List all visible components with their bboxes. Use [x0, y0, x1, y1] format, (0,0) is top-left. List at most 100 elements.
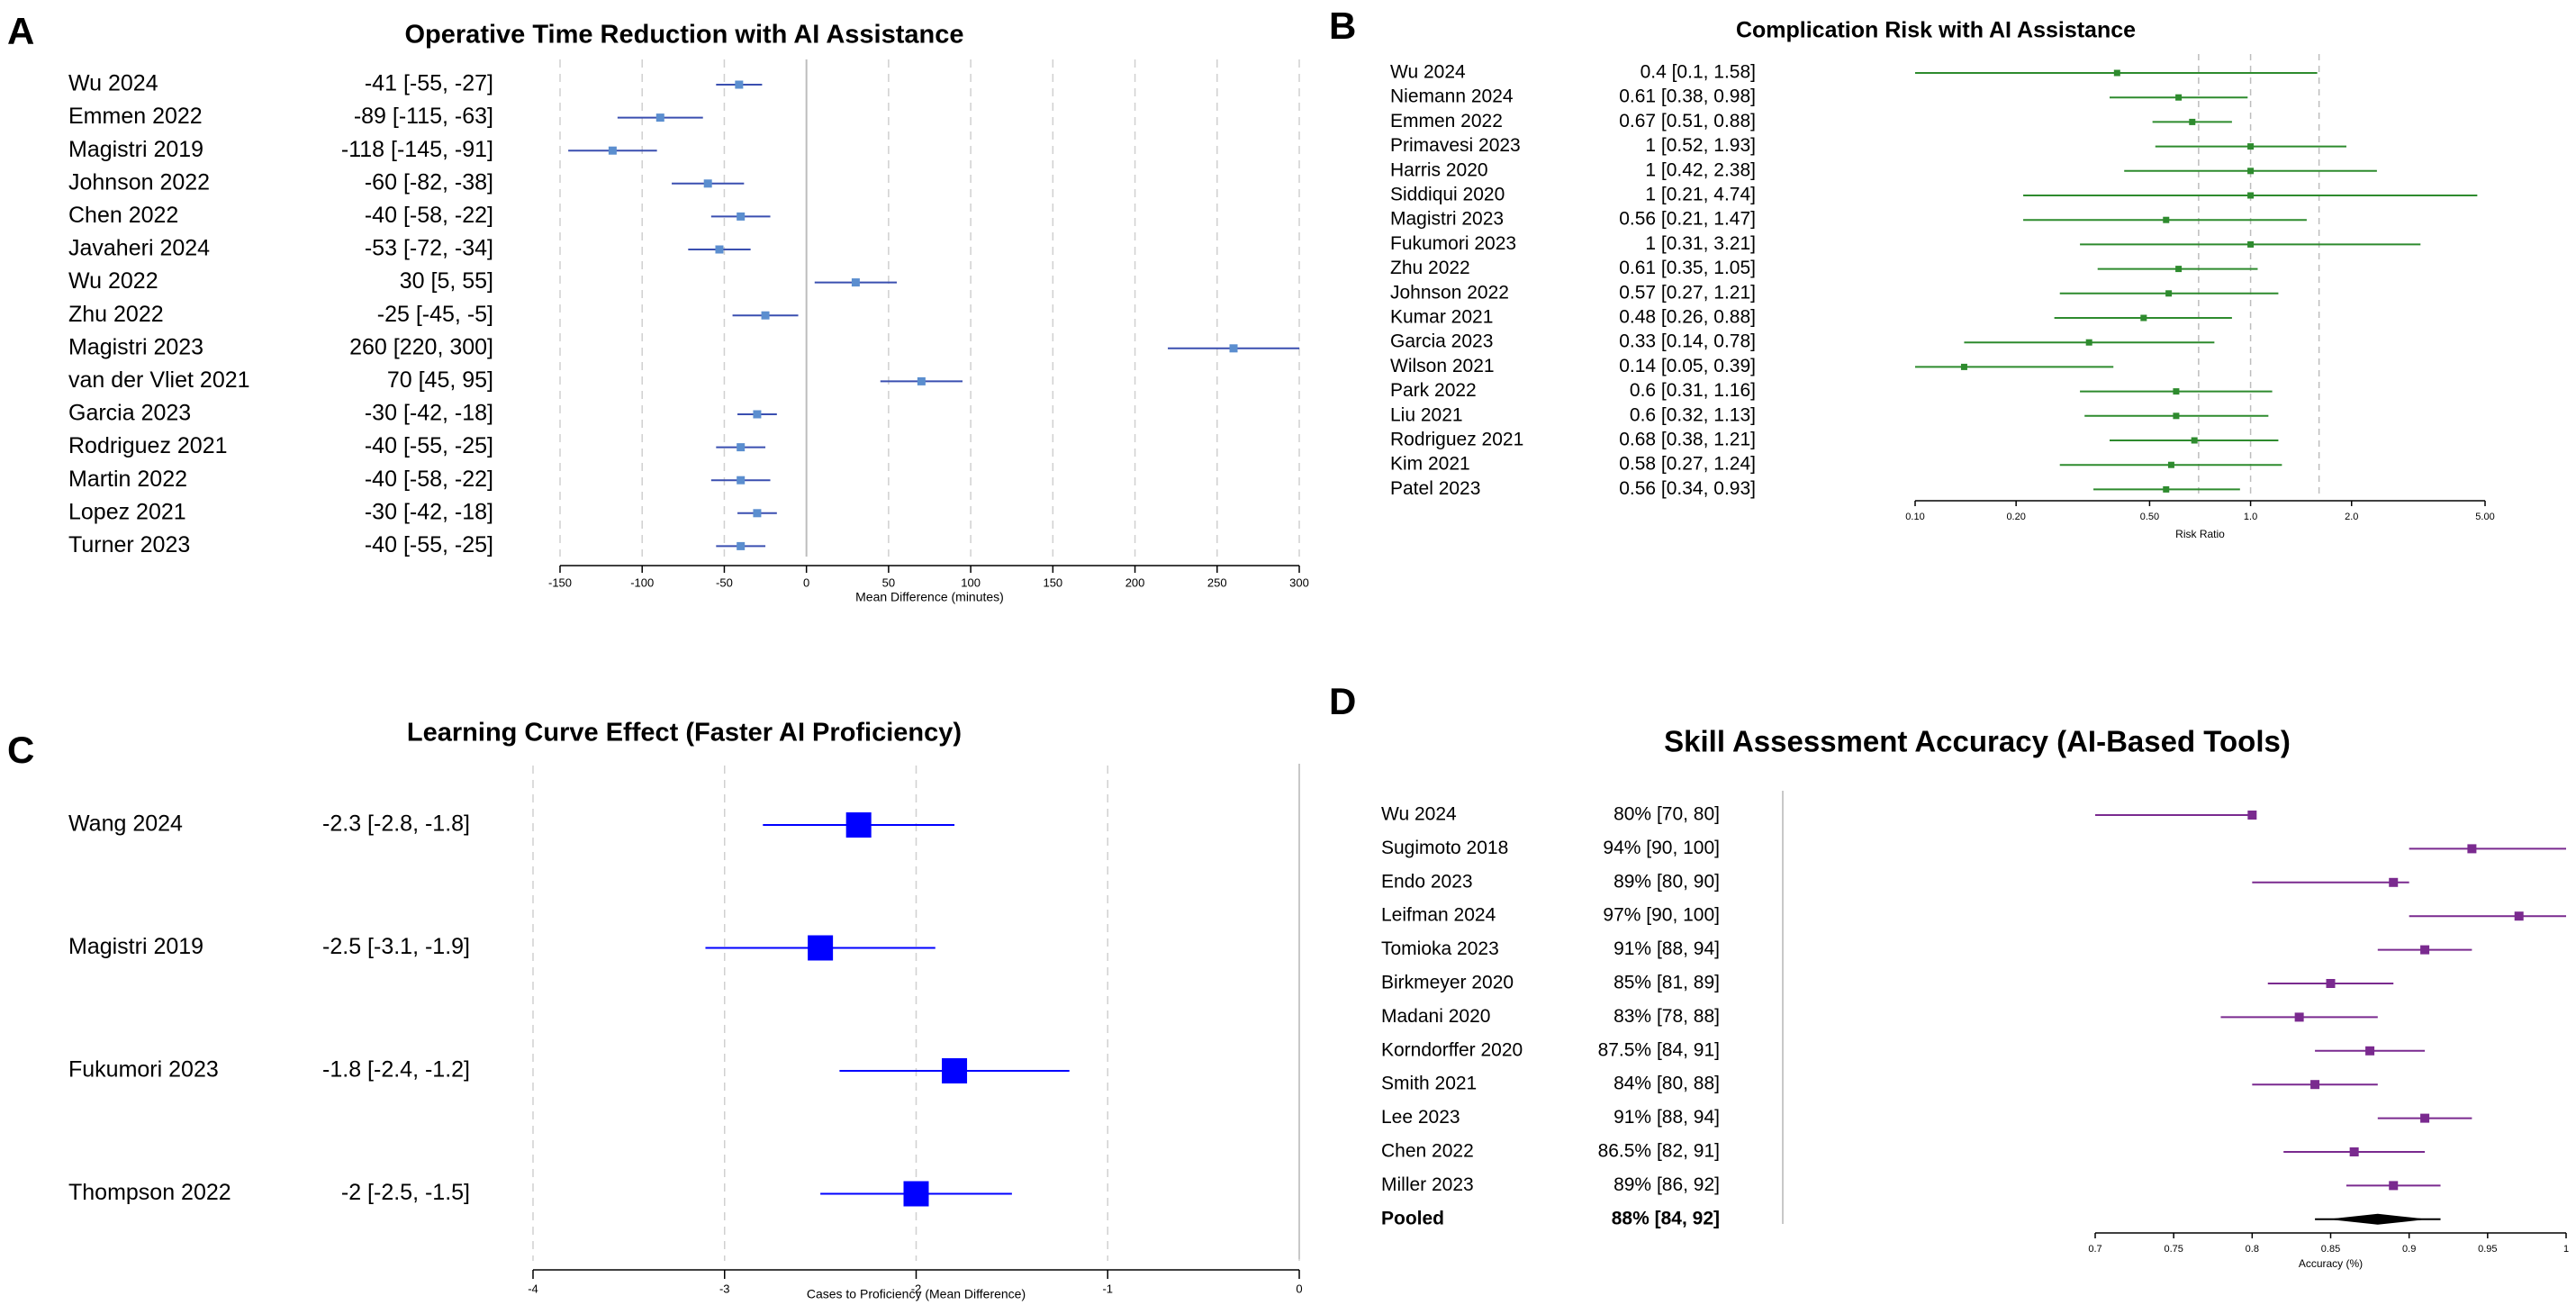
- panel-d-point-estimate: [2247, 811, 2257, 820]
- panel-c-study-ci: -2 [-2.5, -1.5]: [341, 1180, 470, 1205]
- panel-b-study-ci: 0.61 [0.35, 1.05]: [1619, 258, 1756, 278]
- panel-d-study-name: Smith 2021: [1381, 1074, 1477, 1094]
- panel-a-study-ci: -89 [-115, -63]: [354, 104, 493, 129]
- panel-a-study-name: Magistri 2019: [68, 137, 203, 162]
- panel-a-study-ci: -25 [-45, -5]: [377, 302, 493, 327]
- panel-a-point-estimate: [737, 212, 746, 221]
- panel-d-study-name: Lee 2023: [1381, 1107, 1460, 1128]
- panel-b-study-ci: 0.57 [0.27, 1.21]: [1619, 282, 1756, 303]
- panel-b-point-estimate: [2173, 412, 2180, 420]
- panel-a-point-estimate: [735, 80, 744, 89]
- panel-a-letter: A: [7, 10, 34, 52]
- panel-b-study-name: Kim 2021: [1390, 454, 1470, 475]
- panel-d-title: Skill Assessment Accuracy (AI-Based Tool…: [1664, 725, 2291, 758]
- panel-d-study-ci: 91% [88, 94]: [1613, 938, 1720, 959]
- panel-d-study-ci: 89% [86, 92]: [1613, 1174, 1720, 1195]
- panel-b-study-ci: 1 [0.52, 1.93]: [1645, 135, 1756, 156]
- panel-d-point-estimate: [2467, 844, 2477, 854]
- panel-a-study-ci: -118 [-145, -91]: [341, 137, 493, 162]
- panel-a-study-ci: -40 [-55, -25]: [365, 532, 493, 557]
- panel-c-point-estimate: [845, 812, 872, 838]
- panel-b-x-tick-label: 2.0: [2345, 512, 2358, 522]
- panel-b-point-estimate: [2247, 143, 2255, 150]
- panel-b-point-estimate: [2175, 94, 2183, 101]
- panel-d-point-estimate: [2349, 1147, 2359, 1156]
- panel-d-study-ci: 80% [70, 80]: [1613, 804, 1720, 825]
- panel-b-point-estimate: [1960, 363, 1967, 370]
- panel-d-study-ci: 87.5% [84, 91]: [1598, 1039, 1720, 1060]
- panel-a-point-estimate: [753, 509, 762, 518]
- panel-a-study-ci: -30 [-42, -18]: [365, 499, 493, 524]
- panel-d-study-ci: 89% [80, 90]: [1613, 871, 1720, 892]
- panel-d-point-estimate: [2389, 1181, 2399, 1191]
- panel-c-letter: C: [7, 729, 34, 771]
- panel-d-point-estimate: [2389, 877, 2399, 887]
- panel-b-study-name: Garcia 2023: [1390, 331, 1493, 352]
- panel-b-study-ci: 1 [0.42, 2.38]: [1645, 159, 1756, 180]
- panel-a-point-estimate: [1229, 344, 1238, 353]
- panel-b-point-estimate: [2163, 216, 2170, 223]
- panel-d-study-name: Madani 2020: [1381, 1006, 1490, 1027]
- panel-d-study-ci: 91% [88, 94]: [1613, 1107, 1720, 1128]
- panel-b-study-ci: 1 [0.21, 4.74]: [1645, 185, 1756, 205]
- panel-a-x-tick-label: 100: [961, 575, 981, 589]
- panel-d-study-name: Leifman 2024: [1381, 905, 1496, 926]
- panel-d-point-estimate: [2365, 1046, 2375, 1056]
- panel-a-point-estimate: [761, 311, 770, 320]
- panel-a-x-tick-label: 50: [882, 575, 895, 589]
- panel-c-study-ci: -2.5 [-3.1, -1.9]: [322, 934, 470, 959]
- panel-c: C Learning Curve Effect (Faster AI Profic…: [7, 719, 1303, 1301]
- panel-b-x-tick-label: 0.20: [2006, 512, 2025, 522]
- panel-a-study-name: Turner 2023: [68, 532, 190, 557]
- panel-b-point-estimate: [2163, 485, 2170, 493]
- panel-a-x-tick-label: 200: [1125, 575, 1145, 589]
- panel-b-study-ci: 0.6 [0.31, 1.16]: [1630, 380, 1756, 401]
- panel-a-study-name: Chen 2022: [68, 203, 178, 228]
- panel-a-point-estimate: [655, 113, 664, 122]
- panel-d-study-name: Birkmeyer 2020: [1381, 973, 1514, 993]
- panel-a-study-ci: -40 [-58, -22]: [365, 203, 493, 228]
- panel-b-study-name: Magistri 2023: [1390, 209, 1504, 230]
- panel-b-study-ci: 0.6 [0.32, 1.13]: [1630, 404, 1756, 425]
- panel-b-x-axis-label: Risk Ratio: [2175, 528, 2225, 540]
- panel-b-point-estimate: [2175, 266, 2183, 273]
- panel-d-study-ci: 97% [90, 100]: [1603, 905, 1720, 926]
- panel-b-study-name: Johnson 2022: [1390, 282, 1509, 303]
- panel-d-point-estimate: [2294, 1012, 2304, 1022]
- panel-c-x-tick-label: -4: [528, 1282, 538, 1295]
- panel-c-point-estimate: [903, 1181, 929, 1207]
- panel-d-x-tick-label: 0.85: [2321, 1244, 2340, 1255]
- panel-d-point-estimate: [2420, 1113, 2430, 1123]
- panel-a-point-estimate: [917, 376, 926, 385]
- panel-d-study-ci: 84% [80, 88]: [1613, 1074, 1720, 1094]
- panel-a-study-ci: 260 [220, 300]: [349, 334, 493, 359]
- panel-b-study-name: Wu 2024: [1390, 62, 1466, 83]
- panel-a-study-name: Emmen 2022: [68, 104, 203, 129]
- panel-a-study-name: Wu 2022: [68, 268, 158, 294]
- panel-a: A Operative Time Reduction with AI Assist…: [7, 10, 1309, 604]
- panel-a-point-estimate: [715, 245, 724, 254]
- panel-d-x-axis-label: Accuracy (%): [2299, 1257, 2363, 1270]
- panel-b-study-name: Liu 2021: [1390, 404, 1463, 425]
- panel-a-study-ci: -40 [-58, -22]: [365, 467, 493, 492]
- panel-c-title: Learning Curve Effect (Faster AI Profici…: [407, 719, 962, 748]
- panel-b-study-ci: 0.48 [0.26, 0.88]: [1619, 307, 1756, 328]
- panel-b-point-estimate: [2165, 290, 2173, 297]
- panel-b-study-name: Fukumori 2023: [1390, 233, 1516, 254]
- panel-a-study-name: Zhu 2022: [68, 302, 164, 327]
- panel-b-x-tick-label: 0.50: [2140, 512, 2159, 522]
- panel-b-study-name: Rodriguez 2021: [1390, 430, 1523, 450]
- panel-a-x-tick-label: 300: [1289, 575, 1309, 589]
- panel-d-study-name: Sugimoto 2018: [1381, 838, 1508, 858]
- panel-a-x-tick-label: 150: [1043, 575, 1062, 589]
- panel-c-x-tick-label: -3: [719, 1282, 730, 1295]
- panel-a-study-ci: 70 [45, 95]: [387, 367, 493, 393]
- panel-a-study-name: Magistri 2023: [68, 334, 203, 359]
- panel-d-x-tick-label: 0.8: [2246, 1244, 2259, 1255]
- panel-d-study-name: Tomioka 2023: [1381, 938, 1499, 959]
- panel-d-study-name: Miller 2023: [1381, 1174, 1474, 1195]
- panel-b-point-estimate: [2167, 461, 2174, 468]
- panel-a-title: Operative Time Reduction with AI Assista…: [405, 21, 964, 50]
- panel-b-study-ci: 0.56 [0.21, 1.47]: [1619, 209, 1756, 230]
